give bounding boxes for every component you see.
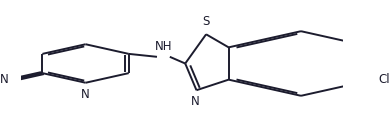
Text: NH: NH xyxy=(155,40,172,53)
Text: Cl: Cl xyxy=(378,73,389,86)
Text: S: S xyxy=(202,15,210,28)
Text: N: N xyxy=(81,88,90,101)
Text: N: N xyxy=(0,73,9,86)
Text: N: N xyxy=(191,95,199,108)
